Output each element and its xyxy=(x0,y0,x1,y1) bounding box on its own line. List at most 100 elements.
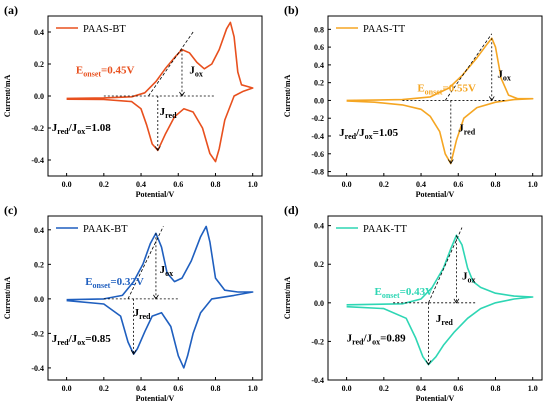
x-tick-label: 0.4 xyxy=(416,384,426,393)
x-tick-label: 0.6 xyxy=(173,384,183,393)
y-tick-label: 0.0 xyxy=(34,92,44,101)
jred-arrowhead xyxy=(154,146,161,152)
jox-label: Jox xyxy=(160,264,174,278)
ratio-label: Jred/Jox=1.05 xyxy=(339,127,398,141)
legend-label: PAAS-BT xyxy=(83,24,126,35)
y-tick-label: 0.4 xyxy=(314,61,324,70)
x-axis-label: Potential/V xyxy=(416,190,455,199)
jox-arrowhead xyxy=(453,298,460,304)
jox-arrowhead xyxy=(153,294,159,300)
x-tick-label: 0.8 xyxy=(210,180,220,189)
x-tick-label: 0.2 xyxy=(99,180,109,189)
panel-label: (b) xyxy=(284,3,299,17)
jred-arrowhead xyxy=(425,360,432,366)
x-tick-label: 1.0 xyxy=(528,384,538,393)
x-tick-label: 0.0 xyxy=(62,180,72,189)
panel-label: (d) xyxy=(284,203,299,217)
x-tick-label: 0.4 xyxy=(416,180,426,189)
y-tick-label: -0.6 xyxy=(311,150,324,159)
x-tick-label: 1.0 xyxy=(528,180,538,189)
eonset-label: Eonset=0.55V xyxy=(417,83,476,97)
y-tick-label: -0.2 xyxy=(31,124,44,133)
tangent-line xyxy=(444,33,493,101)
y-axis-label: Current/mA xyxy=(283,277,292,320)
plot-frame xyxy=(327,15,543,177)
panel-label: (a) xyxy=(4,3,18,17)
chart-panel: (b) 0.0 0.2 0.4 0.6 0.8 1.0 -0.8 -0.6 -0.4 -0.2 0.0… xyxy=(283,3,543,199)
x-tick-label: 0.4 xyxy=(136,180,146,189)
chart-panel: (a)0.0 0.2 0.4 0.6 0.8 1.0-0.4-0.20.00.20.4Po… xyxy=(3,3,263,199)
y-tick-label: -0.4 xyxy=(31,364,44,373)
y-tick-label: -0.2 xyxy=(311,114,324,123)
jox-label: Jox xyxy=(462,271,476,285)
x-tick-label: 0.8 xyxy=(210,384,220,393)
ratio-label: Jred/Jox=0.89 xyxy=(347,332,406,346)
y-tick-label: 0.0 xyxy=(34,295,44,304)
x-tick-label: 0.4 xyxy=(136,384,146,393)
y-tick-label: 0.2 xyxy=(34,60,44,69)
y-tick-label: 0.8 xyxy=(314,25,324,34)
jox-label: Jox xyxy=(189,65,203,79)
y-tick-label: 0.2 xyxy=(34,260,44,269)
jred-label: Jred xyxy=(134,307,151,321)
legend-label: PAAK-TT xyxy=(363,224,408,235)
jox-label: Jox xyxy=(497,68,511,82)
tangent-line xyxy=(428,227,463,303)
chart-panel: (c)0.0 0.2 0.4 0.6 0.8 1.0-0.4-0.20.00.20.4Po… xyxy=(3,203,263,403)
y-tick-label: -0.8 xyxy=(311,168,324,177)
jred-arrowhead xyxy=(130,349,137,355)
y-tick-label: -0.2 xyxy=(31,329,44,338)
x-tick-label: 1.0 xyxy=(248,384,258,393)
jox-arrowhead xyxy=(488,96,495,102)
y-axis-label: Current/mA xyxy=(3,277,12,320)
y-tick-label: 0.4 xyxy=(34,226,44,235)
y-tick-label: -0.2 xyxy=(311,337,324,346)
eonset-label: Eonset=0.43V xyxy=(375,286,434,300)
x-tick-label: 1.0 xyxy=(248,180,258,189)
y-tick-label: 0.0 xyxy=(314,96,324,105)
y-tick-label: 0.0 xyxy=(314,299,324,308)
plot-frame xyxy=(327,215,543,381)
x-axis-label: Potential/V xyxy=(136,394,175,403)
tangent-line xyxy=(127,226,164,300)
x-axis-label: Potential/V xyxy=(136,190,175,199)
y-axis-label: Current/mA xyxy=(283,75,292,118)
y-tick-label: -0.4 xyxy=(311,132,324,141)
x-axis-label: Potential/V xyxy=(416,394,455,403)
cv-curve xyxy=(66,225,254,369)
eonset-label: Eonset=0.32V xyxy=(85,276,144,290)
y-tick-label: 0.6 xyxy=(314,43,324,52)
jox-arrowhead xyxy=(179,91,185,97)
chart-panel: (d)0.0 0.2 0.4 0.6 0.8 1.0-0.4-0.20.00.20.4Po… xyxy=(283,203,543,403)
x-tick-label: 0.2 xyxy=(99,384,109,393)
y-tick-label: -0.4 xyxy=(311,376,324,385)
x-tick-label: 0.2 xyxy=(379,384,389,393)
x-tick-label: 0.8 xyxy=(490,180,500,189)
x-tick-label: 0.0 xyxy=(342,180,352,189)
x-tick-label: 0.6 xyxy=(453,384,463,393)
x-tick-label: 0.6 xyxy=(173,180,183,189)
x-tick-label: 0.2 xyxy=(379,180,389,189)
cv-curve xyxy=(346,37,534,165)
legend-label: PAAK-BT xyxy=(83,224,128,235)
cv-curve xyxy=(346,234,534,366)
x-tick-label: 0.0 xyxy=(62,384,72,393)
jred-label: Jred xyxy=(436,313,453,327)
ratio-label: Jred/Jox=0.85 xyxy=(52,333,111,347)
cv-curve xyxy=(66,21,254,163)
x-tick-label: 0.6 xyxy=(453,180,463,189)
legend-label: PAAS-TT xyxy=(363,24,406,35)
ratio-label: Jred/Jox=1.08 xyxy=(52,122,111,136)
plot-frame xyxy=(47,15,263,177)
y-tick-label: 0.4 xyxy=(34,28,44,37)
jred-label: Jred xyxy=(160,106,177,120)
y-tick-label: 0.2 xyxy=(314,79,324,88)
jred-arrowhead xyxy=(447,159,454,165)
x-tick-label: 0.0 xyxy=(342,384,352,393)
y-axis-label: Current/mA xyxy=(3,75,12,118)
y-tick-label: -0.4 xyxy=(31,156,44,165)
panel-label: (c) xyxy=(4,203,17,217)
jred-label: Jred xyxy=(458,123,475,137)
x-tick-label: 0.8 xyxy=(490,384,500,393)
